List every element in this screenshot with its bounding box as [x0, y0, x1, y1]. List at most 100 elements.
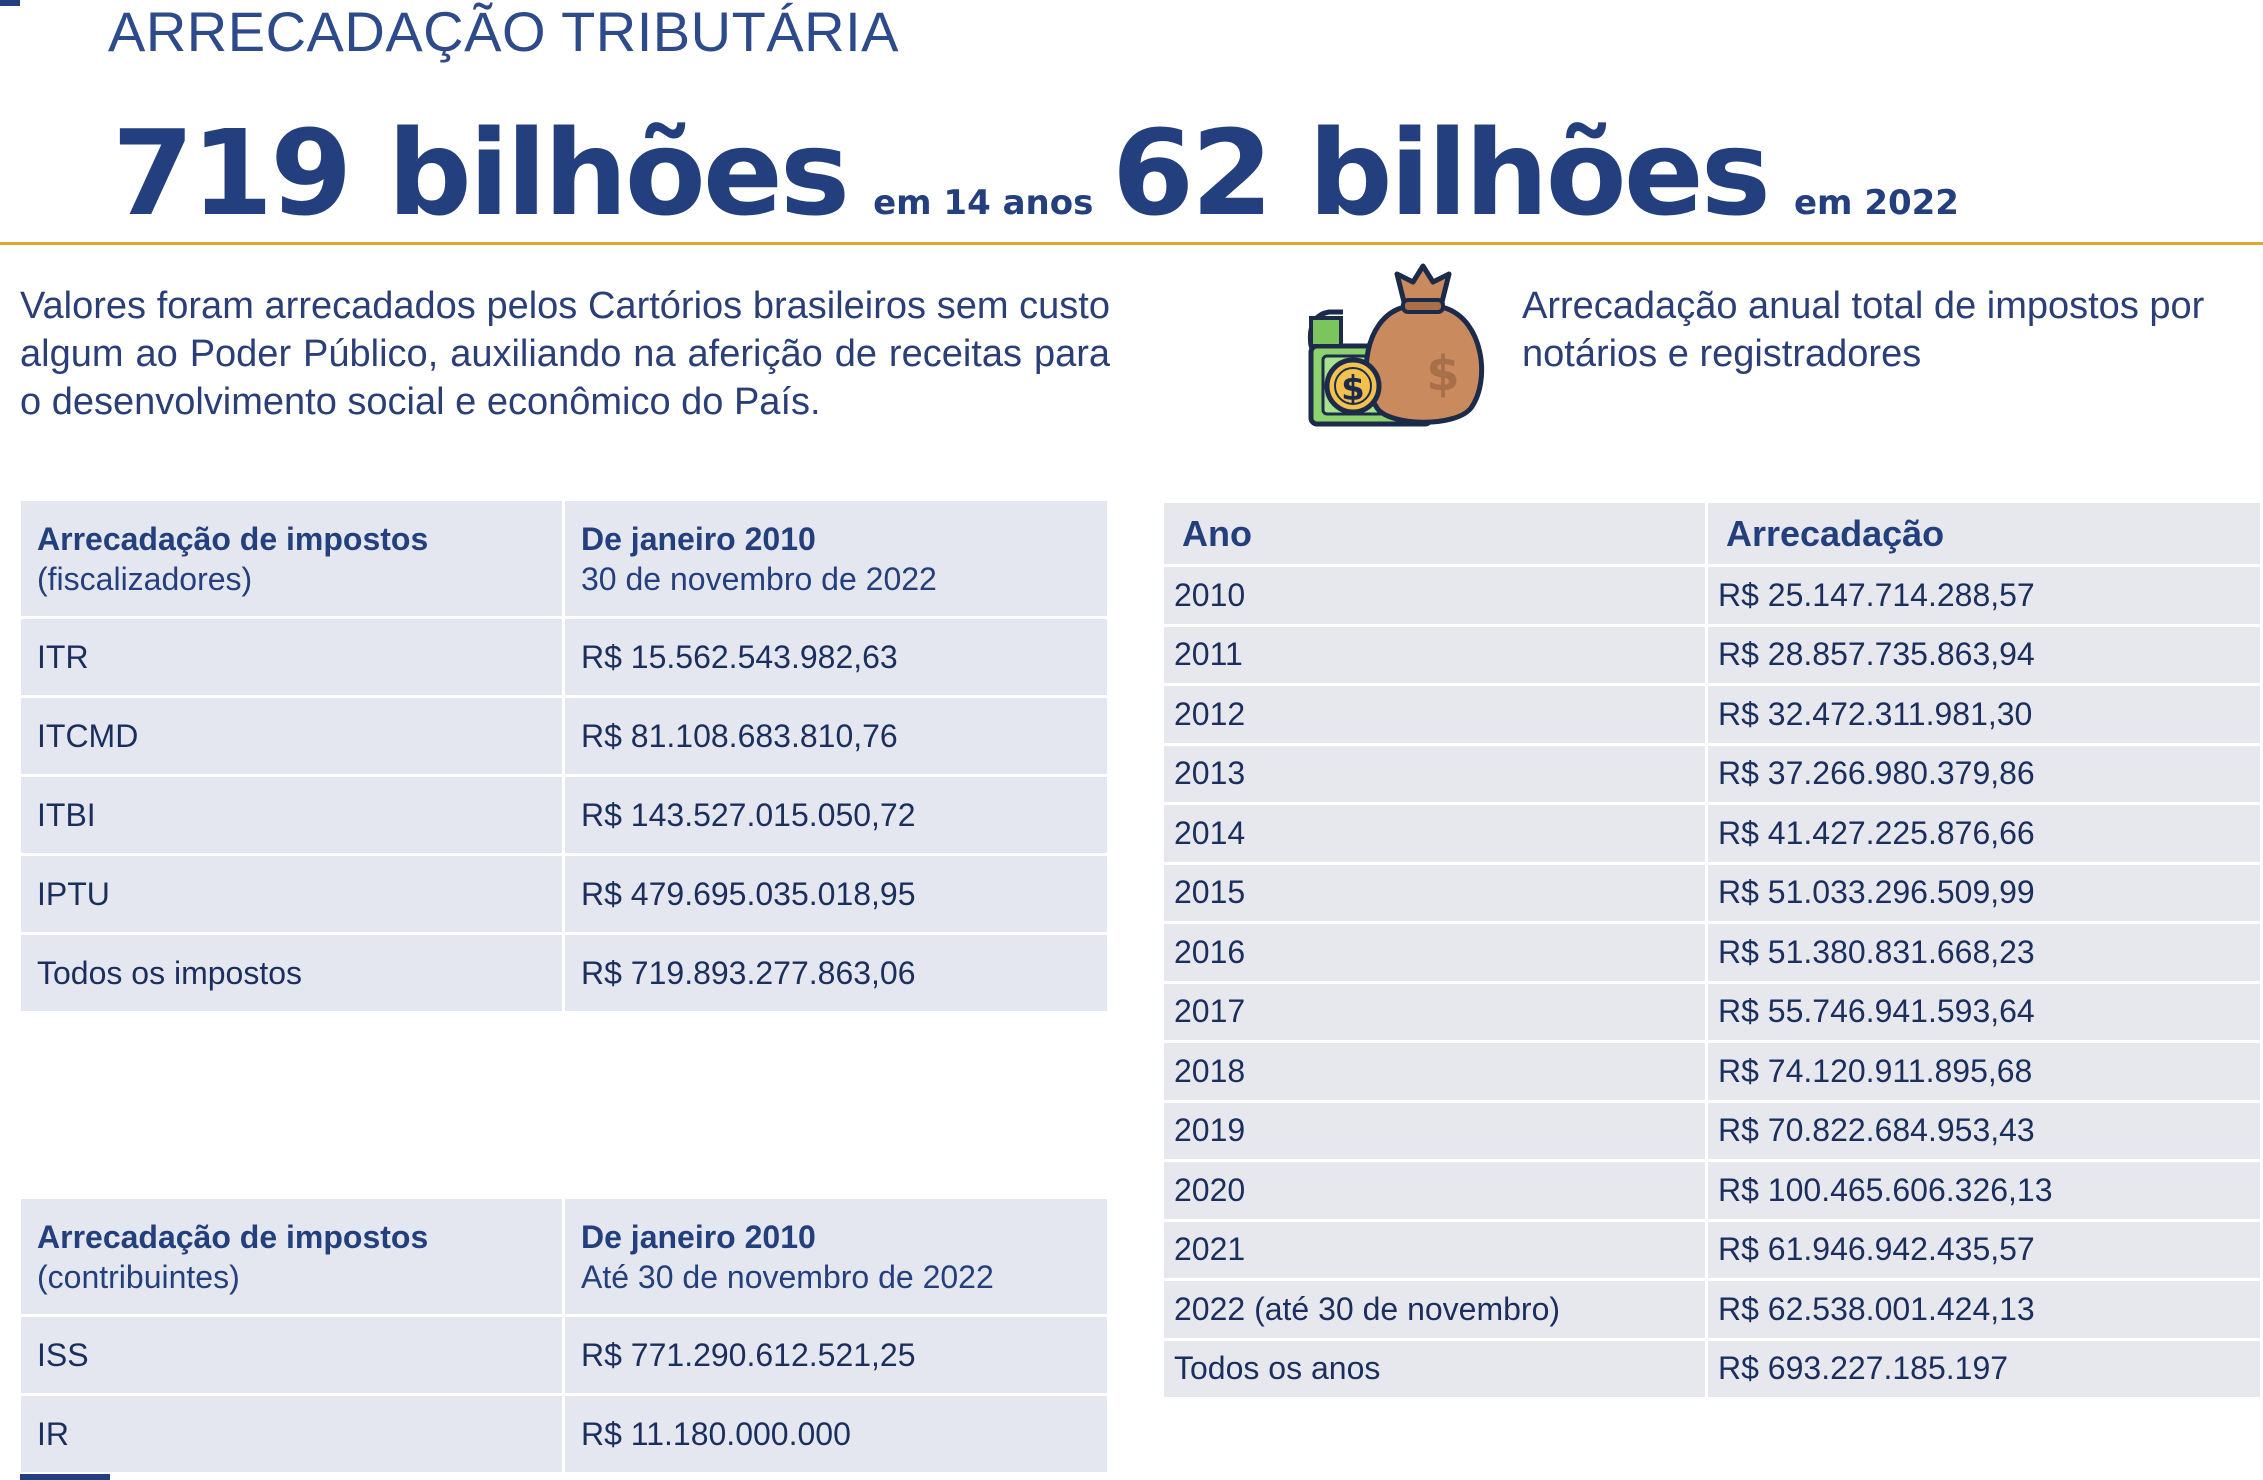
table-row: 2016 R$ 51.380.831.668,23 [1161, 921, 2263, 984]
header-title: De janeiro 2010 [581, 520, 816, 557]
tax-value-cell: R$ 143.527.015.050,72 [562, 774, 1110, 856]
table-row: 2012 R$ 32.472.311.981,30 [1161, 683, 2263, 746]
table-row: 2011 R$ 28.857.735.863,94 [1161, 623, 2263, 686]
value-cell: R$ 100.465.606.326,13 [1705, 1159, 2263, 1222]
value-cell: R$ 25.147.714.288,57 [1705, 564, 2263, 627]
tax-name-cell: IPTU [18, 853, 565, 935]
tax-value-cell: R$ 479.695.035.018,95 [562, 853, 1110, 935]
value-cell: R$ 61.946.942.435,57 [1705, 1218, 2263, 1281]
year-cell: 2021 [1161, 1218, 1708, 1281]
value-cell: R$ 74.120.911.895,68 [1705, 1040, 2263, 1103]
table-row: 2015 R$ 51.033.296.509,99 [1161, 861, 2263, 924]
year-cell: 2018 [1161, 1040, 1708, 1103]
year-cell: 2022 (até 30 de novembro) [1161, 1278, 1708, 1341]
tax-name-cell: ISS [18, 1314, 565, 1396]
bag-icon: $ [1363, 263, 1485, 425]
table-header-row: Arrecadação de impostos (fiscalizadores)… [18, 498, 1110, 619]
header-value: Arrecadação [1705, 500, 2263, 567]
header-title: De janeiro 2010 [581, 1218, 816, 1255]
header-year: Ano [1161, 500, 1708, 567]
value-cell: R$ 51.380.831.668,23 [1705, 921, 2263, 984]
annual-caption: Arrecadação anual total de impostos por … [1522, 285, 2205, 375]
year-cell: 2016 [1161, 921, 1708, 984]
year-cell: 2010 [1161, 564, 1708, 627]
year-cell: 2012 [1161, 683, 1708, 746]
stat-suffix: em 2022 [1794, 183, 1959, 223]
table-row: 2019 R$ 70.822.684.953,43 [1161, 1099, 2263, 1162]
header-subtitle: 30 de novembro de 2022 [581, 560, 937, 597]
tax-name-cell: ITCMD [18, 695, 565, 777]
header-cell: Arrecadação de impostos (contribuintes) [18, 1196, 565, 1317]
svg-text:$: $ [1426, 346, 1459, 402]
value-cell: R$ 55.746.941.593,64 [1705, 980, 2263, 1043]
table-row: IPTU R$ 479.695.035.018,95 [18, 853, 1110, 935]
stat-value: 62 bilhões [1112, 104, 1771, 242]
header-subtitle: Até 30 de novembro de 2022 [581, 1258, 994, 1295]
stat-total-2022: 62 bilhões em 2022 [1112, 108, 1959, 238]
year-cell: 2020 [1161, 1159, 1708, 1222]
tax-name-cell: Todos os impostos [18, 932, 565, 1014]
tax-value-cell: R$ 719.893.277.863,06 [562, 932, 1110, 1014]
coin-icon: $ [1324, 357, 1382, 415]
value-cell: R$ 693.227.185.197 [1705, 1337, 2263, 1400]
table-row: 2022 (até 30 de novembro) R$ 62.538.001.4… [1161, 1278, 2263, 1341]
header-title: Arrecadação de impostos [37, 1218, 429, 1255]
stat-total-14-years: 719 bilhões em 14 anos [112, 108, 1093, 238]
fiscalizadores-table: Arrecadação de impostos (fiscalizadores)… [18, 498, 1110, 1014]
table-row: 2018 R$ 74.120.911.895,68 [1161, 1040, 2263, 1103]
year-cell: 2011 [1161, 623, 1708, 686]
header-subtitle: (fiscalizadores) [37, 560, 253, 597]
table-row: ITCMD R$ 81.108.683.810,76 [18, 695, 1110, 777]
value-cell: R$ 70.822.684.953,43 [1705, 1099, 2263, 1162]
table-row: IR R$ 11.180.000.000 [18, 1393, 1110, 1475]
annual-revenue-table: Ano Arrecadação 2010 R$ 25.147.714.288,57… [1161, 500, 2263, 1400]
value-cell: R$ 37.266.980.379,86 [1705, 742, 2263, 805]
bottom-accent [20, 1474, 110, 1480]
table-header-row: Arrecadação de impostos (contribuintes) … [18, 1196, 1110, 1317]
table-row: 2017 R$ 55.746.941.593,64 [1161, 980, 2263, 1043]
year-cell: 2013 [1161, 742, 1708, 805]
table-row: 2014 R$ 41.427.225.876,66 [1161, 802, 2263, 865]
svg-text:$: $ [1341, 369, 1365, 409]
corner-accent [0, 0, 20, 6]
tax-value-cell: R$ 15.562.543.982,63 [562, 616, 1110, 698]
table-header-row: Ano Arrecadação [1161, 500, 2263, 567]
table-row: 2013 R$ 37.266.980.379,86 [1161, 742, 2263, 805]
value-cell: R$ 62.538.001.424,13 [1705, 1278, 2263, 1341]
contribuintes-table: Arrecadação de impostos (contribuintes) … [18, 1196, 1110, 1475]
stat-suffix: em 14 anos [873, 183, 1094, 223]
money-bag-icon: $ $ [1305, 258, 1495, 438]
tax-name-cell: ITBI [18, 774, 565, 856]
value-cell: R$ 51.033.296.509,99 [1705, 861, 2263, 924]
tax-value-cell: R$ 81.108.683.810,76 [562, 695, 1110, 777]
header-subtitle: (contribuintes) [37, 1258, 240, 1295]
table-row: ISS R$ 771.290.612.521,25 [18, 1314, 1110, 1396]
year-cell: Todos os anos [1161, 1337, 1708, 1400]
table-row-total: Todos os anos R$ 693.227.185.197 [1161, 1337, 2263, 1400]
year-cell: 2019 [1161, 1099, 1708, 1162]
value-cell: R$ 32.472.311.981,30 [1705, 683, 2263, 746]
tax-name-cell: ITR [18, 616, 565, 698]
table-row: 2020 R$ 100.465.606.326,13 [1161, 1159, 2263, 1222]
value-cell: R$ 41.427.225.876,66 [1705, 802, 2263, 865]
header-cell: De janeiro 2010 30 de novembro de 2022 [562, 498, 1110, 619]
tax-name-cell: IR [18, 1393, 565, 1475]
year-cell: 2015 [1161, 861, 1708, 924]
header-cell: Arrecadação de impostos (fiscalizadores) [18, 498, 565, 619]
page-title: ARRECADAÇÃO TRIBUTÁRIA [108, 0, 899, 63]
table-row: 2021 R$ 61.946.942.435,57 [1161, 1218, 2263, 1281]
stat-value: 719 bilhões [112, 104, 850, 242]
year-cell: 2017 [1161, 980, 1708, 1043]
tax-value-cell: R$ 771.290.612.521,25 [562, 1314, 1110, 1396]
table-row: ITBI R$ 143.527.015.050,72 [18, 774, 1110, 856]
value-cell: R$ 28.857.735.863,94 [1705, 623, 2263, 686]
intro-paragraph: Valores foram arrecadados pelos Cartório… [20, 285, 1110, 423]
table-row: 2010 R$ 25.147.714.288,57 [1161, 564, 2263, 627]
year-cell: 2014 [1161, 802, 1708, 865]
tax-value-cell: R$ 11.180.000.000 [562, 1393, 1110, 1475]
table-row-total: Todos os impostos R$ 719.893.277.863,06 [18, 932, 1110, 1014]
divider [0, 242, 2263, 245]
header-cell: De janeiro 2010 Até 30 de novembro de 20… [562, 1196, 1110, 1317]
table-row: ITR R$ 15.562.543.982,63 [18, 616, 1110, 698]
header-title: Arrecadação de impostos [37, 520, 429, 557]
